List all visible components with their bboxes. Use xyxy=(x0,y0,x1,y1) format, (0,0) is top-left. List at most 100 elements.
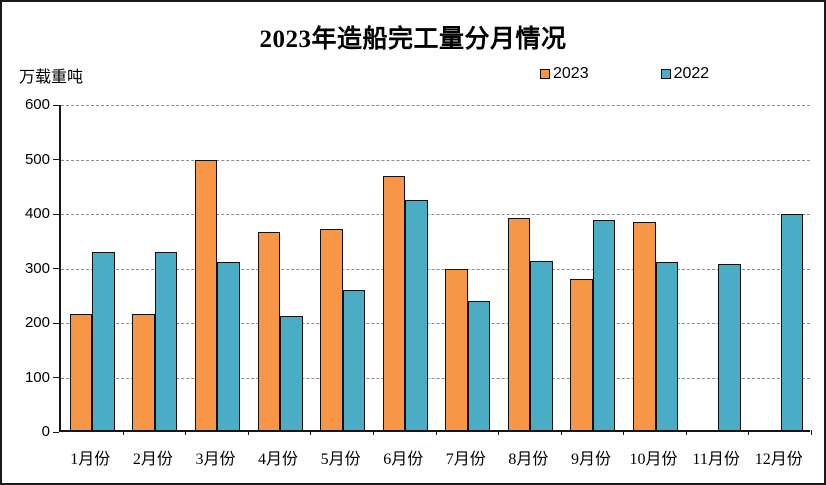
y-axis-label-400: 400 xyxy=(24,205,50,222)
bar-slot-2022-12月份 xyxy=(780,213,804,430)
bar-2022-11月份 xyxy=(718,264,741,430)
bar-2022-12月份 xyxy=(780,213,804,430)
bar-slot-2023-6月份 xyxy=(382,176,406,430)
y-axis-label-0: 0 xyxy=(41,423,50,440)
bar-2022-1月份 xyxy=(92,252,115,430)
x-axis-label-12月份: 12月份 xyxy=(754,451,803,468)
legend-label-2022: 2022 xyxy=(673,65,710,82)
bar-2023-2月份 xyxy=(132,314,155,430)
legend-item-2023: 2023 xyxy=(540,65,589,83)
bar-group-5月份 xyxy=(311,105,374,430)
y-axis-unit-label: 万载重吨 xyxy=(19,69,84,86)
bar-2022-6月份 xyxy=(405,200,428,430)
x-axis-tick-11 xyxy=(748,430,750,435)
bar-slot-2022-9月份 xyxy=(592,219,616,430)
bar-group-4月份 xyxy=(249,105,312,430)
x-axis-label-1月份: 1月份 xyxy=(70,451,111,468)
bar-group-11月份 xyxy=(687,105,750,430)
gridline-300 xyxy=(61,268,810,270)
x-axis-label-2月份: 2月份 xyxy=(132,451,173,468)
x-axis-label-3月份: 3月份 xyxy=(195,451,236,468)
x-axis-tick-1 xyxy=(122,430,124,435)
bar-2022-10月份 xyxy=(655,261,679,430)
gridline-200 xyxy=(61,323,810,324)
x-axis-tick-10 xyxy=(685,430,687,435)
bar-slot-2023-10月份 xyxy=(633,222,656,430)
x-axis-label-8月份: 8月份 xyxy=(508,451,549,468)
bar-slot-2022-6月份 xyxy=(405,200,428,430)
x-axis-tick-2 xyxy=(185,430,187,435)
bar-2022-8月份 xyxy=(530,261,553,430)
bar-group-9月份 xyxy=(562,105,625,430)
x-axis-label-4月份: 4月份 xyxy=(258,451,299,468)
bar-2023-10月份 xyxy=(633,222,656,430)
y-axis-label-600: 600 xyxy=(24,96,50,113)
x-axis-label-7月份: 7月份 xyxy=(445,451,486,468)
bar-2023-1月份 xyxy=(69,314,93,430)
y-axis-tick-300 xyxy=(53,268,59,269)
bar-group-10月份 xyxy=(624,105,687,430)
bar-2022-7月份 xyxy=(467,301,491,430)
bar-2023-4月份 xyxy=(257,232,281,430)
bar-2023-7月份 xyxy=(445,268,468,430)
y-axis-label-200: 200 xyxy=(24,314,50,331)
bar-2022-9月份 xyxy=(592,219,616,430)
y-axis-label-500: 500 xyxy=(24,150,50,168)
gridline-100 xyxy=(61,377,810,379)
x-axis-label-10月份: 10月份 xyxy=(629,451,678,468)
bar-group-12月份 xyxy=(749,105,812,430)
bar-slot-2022-5月份 xyxy=(342,289,366,430)
bar-2023-8月份 xyxy=(507,218,531,430)
legend-label-2023: 2023 xyxy=(553,65,589,82)
x-axis-tick-3 xyxy=(247,430,249,435)
bar-group-8月份 xyxy=(499,105,562,430)
gridline-500 xyxy=(61,159,810,161)
bar-2023-3月份 xyxy=(194,160,218,430)
gridline-400 xyxy=(61,214,810,215)
bar-slot-2023-5月份 xyxy=(320,229,343,430)
y-axis-tick-0 xyxy=(53,431,59,433)
x-axis-tick-12 xyxy=(811,430,812,435)
y-axis-label-300: 300 xyxy=(24,259,50,277)
y-axis-tick-600 xyxy=(53,104,59,106)
bar-slot-2022-11月份 xyxy=(718,264,741,430)
bar-2022-3月份 xyxy=(217,261,240,430)
bar-group-3月份 xyxy=(186,105,249,430)
bar-slot-2022-1月份 xyxy=(92,252,115,430)
bar-slot-2023-7月份 xyxy=(445,268,468,430)
bar-slot-2022-8月份 xyxy=(530,261,553,430)
bar-2022-5月份 xyxy=(342,289,366,430)
x-axis-label-11月份: 11月份 xyxy=(692,451,740,468)
legend-marker-2022-icon xyxy=(660,69,671,79)
bar-slot-2023-9月份 xyxy=(570,279,593,430)
bar-group-6月份 xyxy=(374,105,437,430)
x-axis-tick-6 xyxy=(435,430,437,435)
bar-slot-2023-4月份 xyxy=(257,232,281,430)
chart-title: 2023年造船完工量分月情况 xyxy=(259,26,567,53)
bar-2023-6月份 xyxy=(382,176,406,430)
bar-group-1月份 xyxy=(61,105,124,430)
x-axis-tick-8 xyxy=(560,430,562,435)
x-axis-label-9月份: 9月份 xyxy=(570,451,611,468)
x-axis-tick-5 xyxy=(372,430,374,435)
bar-slot-2023-2月份 xyxy=(132,314,155,430)
bar-slot-2023-8月份 xyxy=(507,218,531,430)
y-axis-label-100: 100 xyxy=(24,368,50,386)
y-axis-tick-500 xyxy=(53,159,59,160)
bar-slot-2022-7月份 xyxy=(467,301,491,430)
x-axis-tick-9 xyxy=(623,430,625,435)
x-axis-label-6月份: 6月份 xyxy=(383,451,424,468)
bar-slot-2022-2月份 xyxy=(154,251,178,430)
bar-2022-2月份 xyxy=(154,251,178,430)
bar-slot-2022-3月份 xyxy=(217,261,240,430)
bar-group-2月份 xyxy=(124,105,187,430)
legend-item-2022: 2022 xyxy=(660,65,710,83)
bar-slot-2022-10月份 xyxy=(655,261,679,430)
bar-slot-2023-1月份 xyxy=(69,314,93,430)
plot-area xyxy=(53,104,812,435)
bar-2022-4月份 xyxy=(280,315,303,430)
gridline-600 xyxy=(61,105,810,106)
y-axis-tick-200 xyxy=(53,322,59,324)
legend: 2023 2022 xyxy=(540,65,709,83)
